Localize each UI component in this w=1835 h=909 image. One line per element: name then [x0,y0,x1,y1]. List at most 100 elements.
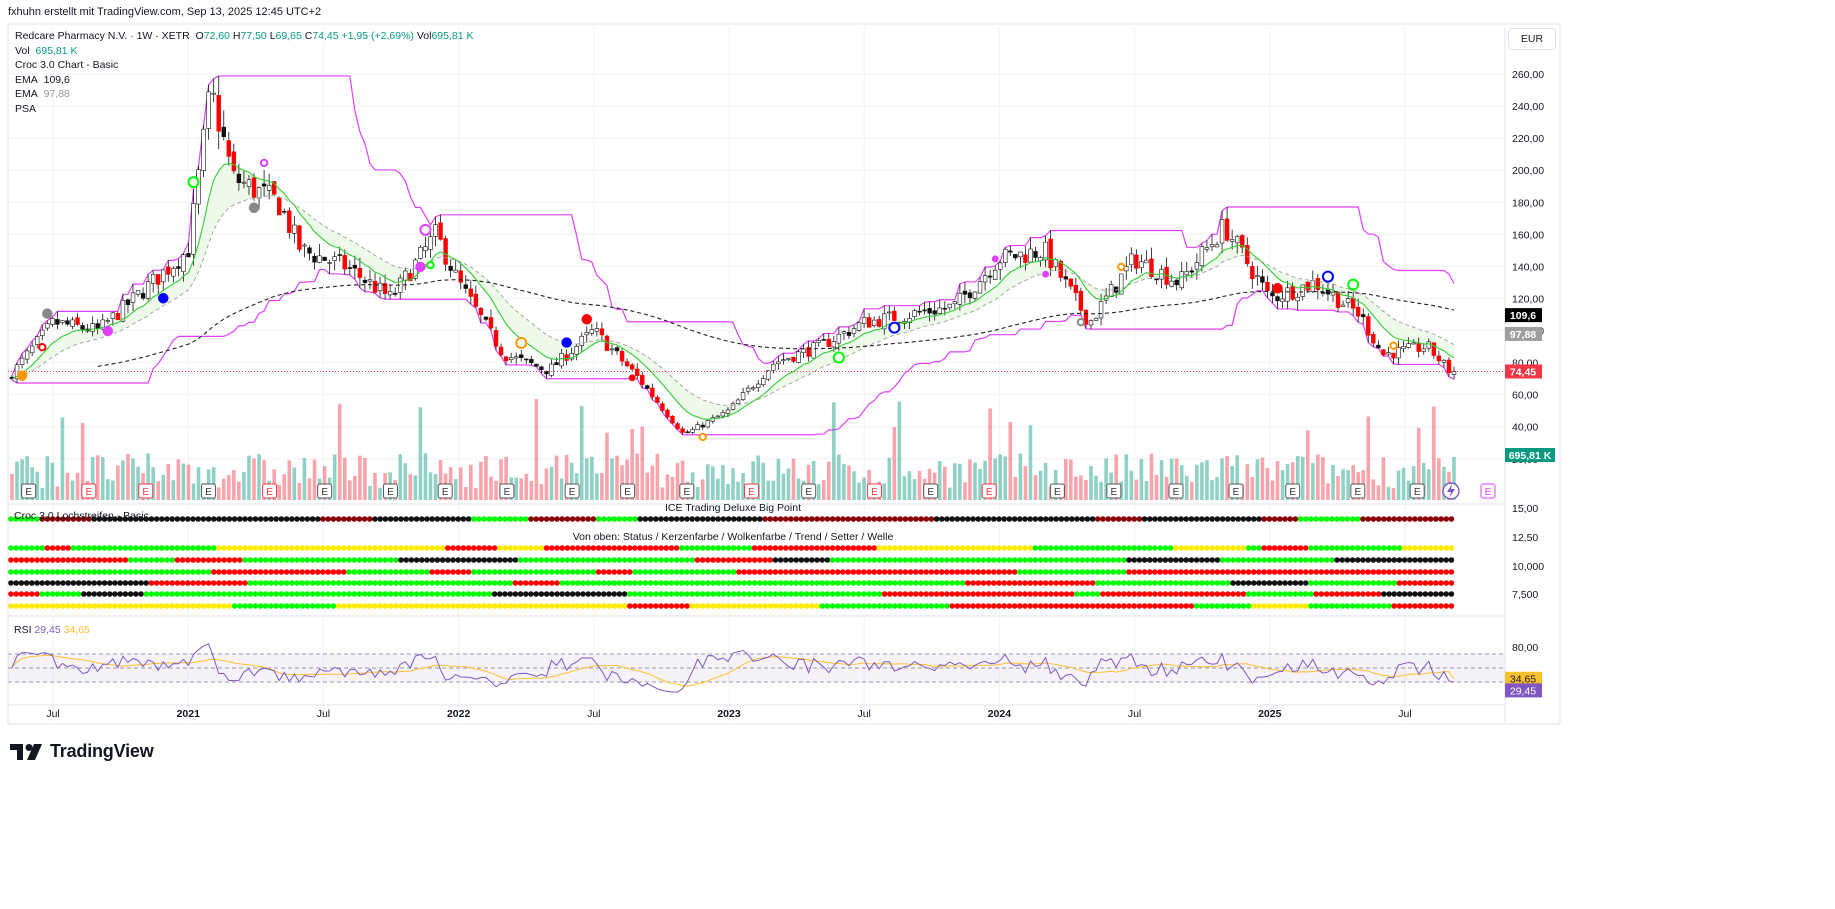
status-dot [309,569,316,575]
status-dot [793,516,799,522]
earnings-event-icon[interactable]: E [1350,483,1366,499]
volume-bar [126,453,130,500]
status-dot [91,557,97,563]
signal-dot [1321,270,1334,283]
status-dot [289,603,295,609]
status-dot [1396,569,1403,575]
earnings-event-icon[interactable]: E [1228,483,1244,499]
future-earnings-icon[interactable]: E [1480,483,1496,499]
volume-bar [1416,427,1421,500]
status-dot [445,591,451,597]
dividend-event-icon[interactable] [1442,482,1460,500]
legend-psa-row[interactable]: PSA [15,102,37,115]
earnings-event-icon[interactable]: E [866,483,882,499]
legend-ema1-row[interactable]: EMA 109,6 [15,73,70,86]
symbol-row[interactable]: Redcare Pharmacy N.V. · 1W · XETR O72,60… [15,30,474,42]
volume-bar [242,472,246,500]
status-dot [325,557,332,563]
earnings-event-icon[interactable]: E [620,483,636,499]
status-dot [29,569,35,575]
symbol-name[interactable]: Redcare Pharmacy N.V. · 1W · XETR [15,30,190,42]
earnings-event-icon[interactable]: E [743,483,759,499]
volume-bar [322,466,327,500]
status-dot [949,545,955,551]
status-dot [533,580,539,586]
signal-dot [581,314,593,325]
status-dot [881,580,888,586]
status-dot [1001,516,1007,522]
earnings-event-icon[interactable]: E [437,483,453,499]
volume-bar [111,480,115,500]
earnings-event-icon[interactable]: E [564,483,580,499]
tradingview-logo[interactable]: TradingView [10,741,154,762]
candle-body [1350,297,1356,309]
status-dot [8,569,14,575]
earnings-event-icon[interactable]: E [1106,483,1122,499]
status-dot [585,557,591,563]
status-dot [455,569,462,575]
earnings-event-icon[interactable]: E [81,483,97,499]
candle-body [549,363,554,376]
volume-bar [1028,425,1033,500]
volume-bar [887,457,892,500]
earnings-event-icon[interactable]: E [923,483,939,499]
earnings-event-icon[interactable]: E [801,483,817,499]
status-dot [486,569,493,575]
legend-croc-row[interactable]: Croc 3.0 Chart - Basic [15,59,119,71]
status-dot [1188,580,1195,586]
status-dot [757,591,763,597]
status-dot [595,569,602,575]
status-dot [705,580,711,586]
status-dot [450,569,456,575]
earnings-event-icon[interactable]: E [679,483,695,499]
candle-body [55,319,60,325]
volume-bar [408,474,413,500]
status-dot [304,569,311,575]
status-dot [1401,580,1408,586]
volume-bar [1104,458,1108,500]
candle [342,249,347,275]
candle [277,196,282,216]
candle [150,270,156,293]
status-dot [1360,591,1366,597]
earnings-event-icon[interactable]: E [200,483,216,499]
earnings-event-icon[interactable]: E [499,483,515,499]
candle [70,316,75,330]
candle-body [453,269,458,273]
status-dot [34,545,40,551]
status-dot [965,516,971,522]
status-dot [1287,591,1293,597]
earnings-event-icon[interactable]: E [981,483,997,499]
status-dot [434,557,441,563]
earnings-event-icon[interactable]: E [382,483,398,499]
volume-bar [1174,458,1179,500]
earnings-event-icon[interactable]: E [1049,483,1065,499]
legend-ema2-row[interactable]: EMA 97,88 [15,88,70,100]
status-dot [216,557,222,563]
status-dot [829,603,836,609]
status-dot [559,591,565,597]
status-dot [803,545,810,551]
earnings-event-icon[interactable]: E [317,483,333,499]
earnings-event-icon[interactable]: E [138,483,154,499]
legend-vol-row[interactable]: Vol 695,81 K [15,44,78,57]
earnings-event-icon[interactable]: E [21,483,37,499]
candle-body [1003,248,1008,263]
status-dot [200,603,207,609]
status-dot [18,545,25,551]
status-dot [777,603,784,609]
earnings-event-icon[interactable]: E [1168,483,1184,499]
status-dot [278,557,285,563]
earnings-event-icon[interactable]: E [1409,483,1425,499]
status-dot [408,603,415,609]
time-axis[interactable]: Jul 2021 Jul 2022 Jul 2023 Jul 2024 Jul 2025 Jul [8,704,1505,720]
candle [1260,269,1265,291]
earnings-event-icon[interactable]: E [1285,483,1301,499]
earnings-event-icon[interactable]: E [262,483,278,499]
status-dot [741,545,747,551]
currency-button[interactable]: EUR [1508,28,1556,50]
status-dot [377,516,384,522]
candle-body [1018,251,1023,258]
